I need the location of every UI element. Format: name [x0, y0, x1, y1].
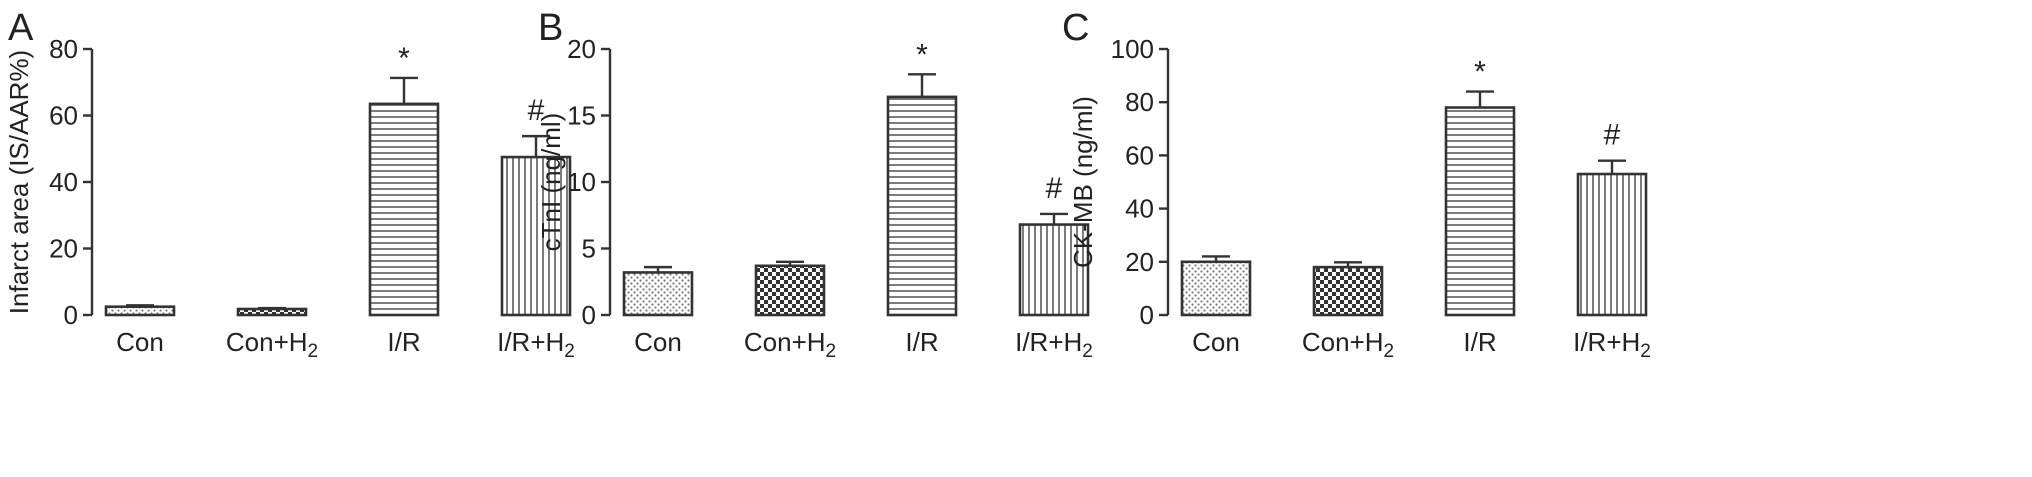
y-tick-label: 40 — [1125, 194, 1154, 224]
bar — [1444, 106, 1516, 317]
panel-letter: C — [1062, 7, 1089, 49]
bar — [368, 102, 440, 317]
y-tick-label: 80 — [49, 34, 78, 64]
x-tick-label: I/R+H2 — [497, 327, 575, 362]
bar — [1312, 265, 1384, 317]
x-tick-label: Con+H2 — [1302, 327, 1394, 362]
panel-letter: B — [538, 7, 563, 49]
bar — [500, 155, 572, 317]
y-tick-label: 60 — [1125, 140, 1154, 170]
x-tick-label: Con+H2 — [226, 327, 318, 362]
y-axis-label: Infarct area (IS/AAR%) — [4, 50, 34, 314]
y-tick-label: 0 — [582, 300, 596, 330]
y-tick-label: 20 — [567, 34, 596, 64]
y-tick-label: 0 — [1140, 300, 1154, 330]
bar — [622, 271, 694, 317]
significance-marker: * — [916, 38, 928, 71]
bar — [104, 305, 176, 317]
significance-marker: * — [1474, 56, 1486, 89]
y-tick-label: 15 — [567, 101, 596, 131]
bar — [754, 264, 826, 317]
y-tick-label: 60 — [49, 101, 78, 131]
x-tick-label: I/R+H2 — [1573, 327, 1651, 362]
y-tick-label: 20 — [49, 234, 78, 264]
x-tick-label: I/R — [905, 327, 938, 357]
x-tick-label: Con — [634, 327, 682, 357]
bar — [1180, 260, 1252, 317]
x-tick-label: Con — [116, 327, 164, 357]
x-tick-label: Con+H2 — [744, 327, 836, 362]
significance-marker: * — [398, 42, 410, 75]
y-tick-label: 0 — [64, 300, 78, 330]
bar — [236, 307, 308, 317]
y-tick-label: 100 — [1111, 34, 1154, 64]
y-axis-label: cTnI (ng/ml) — [536, 113, 566, 252]
y-tick-label: 20 — [1125, 247, 1154, 277]
significance-marker: # — [1046, 172, 1063, 205]
y-tick-label: 80 — [1125, 87, 1154, 117]
x-tick-label: I/R — [1463, 327, 1496, 357]
y-tick-label: 5 — [582, 234, 596, 264]
significance-marker: # — [1604, 119, 1621, 152]
panel-letter: A — [8, 7, 34, 49]
x-tick-label: I/R+H2 — [1015, 327, 1093, 362]
y-tick-label: 40 — [49, 167, 78, 197]
y-tick-label: 10 — [567, 167, 596, 197]
bar — [886, 95, 958, 317]
bar — [1018, 223, 1090, 317]
bar — [1576, 172, 1648, 317]
y-axis-label: CK-MB (ng/ml) — [1068, 96, 1098, 268]
x-tick-label: I/R — [387, 327, 420, 357]
x-tick-label: Con — [1192, 327, 1240, 357]
significance-marker: # — [528, 94, 545, 127]
panel-c: C CK-MB (ng/ml) 0 20 40 60 80 100 Con Con+H2 * I/R #… — [1062, 7, 1651, 362]
